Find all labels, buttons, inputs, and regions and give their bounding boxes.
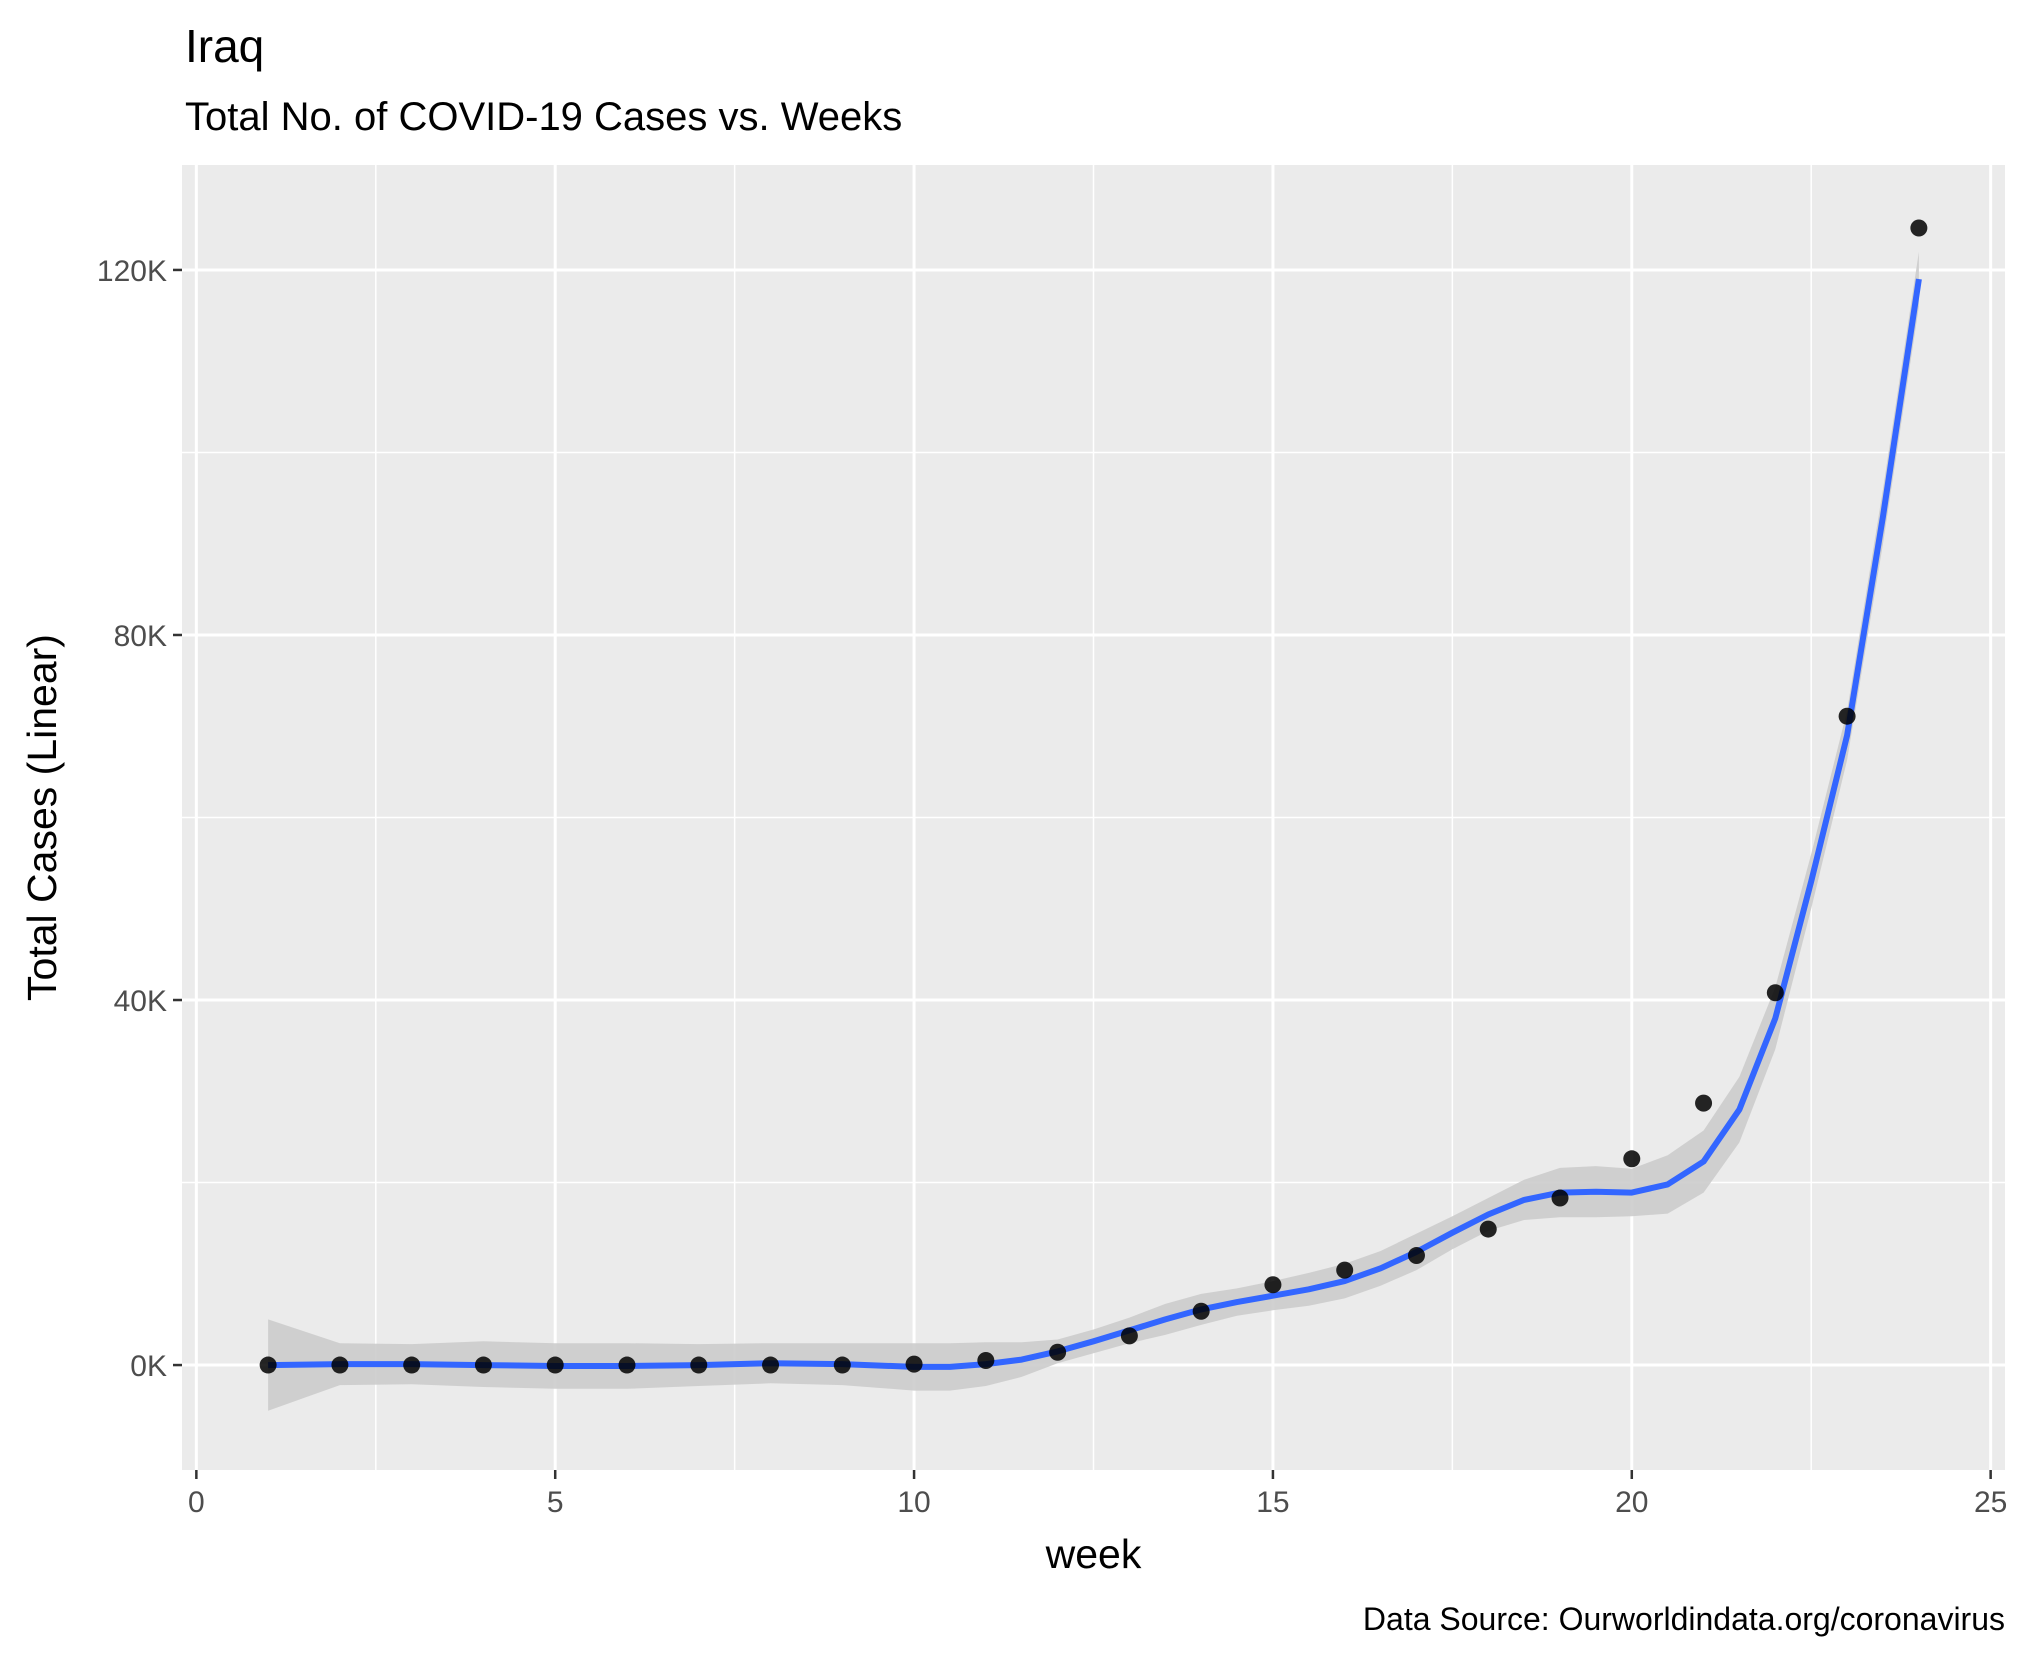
data-point [1551, 1189, 1569, 1207]
data-point [546, 1356, 564, 1374]
data-point [403, 1356, 421, 1374]
y-tick-label: 80K [114, 620, 167, 653]
data-point [474, 1356, 492, 1374]
data-point [1407, 1247, 1425, 1265]
data-point [905, 1355, 923, 1373]
data-point [833, 1356, 851, 1374]
x-tick-label: 25 [1974, 1486, 2007, 1519]
data-point [1695, 1094, 1713, 1112]
chart-subtitle: Total No. of COVID-19 Cases vs. Weeks [185, 95, 902, 139]
data-point [1264, 1276, 1282, 1294]
x-tick-label: 15 [1256, 1486, 1289, 1519]
y-tick-label: 0K [130, 1350, 167, 1383]
x-tick-label: 20 [1615, 1486, 1648, 1519]
data-point [1049, 1343, 1067, 1361]
data-point [1838, 707, 1856, 725]
data-point [762, 1356, 780, 1374]
data-point [1120, 1327, 1138, 1345]
x-tick-label: 0 [188, 1486, 205, 1519]
x-tick-label: 10 [897, 1486, 930, 1519]
data-points [259, 219, 1928, 1374]
data-point [1910, 219, 1928, 237]
y-axis-title: Total Cases (Linear) [19, 634, 65, 1001]
data-point [1192, 1302, 1210, 1320]
y-tick-label: 120K [97, 255, 167, 288]
data-point [690, 1356, 708, 1374]
data-point [1479, 1220, 1497, 1238]
data-point [618, 1356, 636, 1374]
data-source-caption: Data Source: Ourworldindata.org/coronavi… [1363, 1601, 2005, 1637]
data-point [331, 1356, 349, 1374]
data-point [1766, 984, 1784, 1002]
x-axis: 0 5 10 15 20 25 [188, 1470, 2007, 1519]
smooth-trend-line [268, 278, 1922, 1370]
chart-title: Iraq [185, 20, 264, 72]
y-axis: 0K 40K 80K 120K [97, 255, 182, 1383]
x-tick-label: 5 [547, 1486, 564, 1519]
y-tick-label: 40K [114, 985, 167, 1018]
x-axis-title: week [1045, 1531, 1142, 1577]
data-point [259, 1356, 277, 1374]
data-point [1623, 1150, 1641, 1168]
major-gridlines [182, 165, 2005, 1470]
data-point [1336, 1261, 1354, 1279]
data-point [977, 1351, 995, 1369]
